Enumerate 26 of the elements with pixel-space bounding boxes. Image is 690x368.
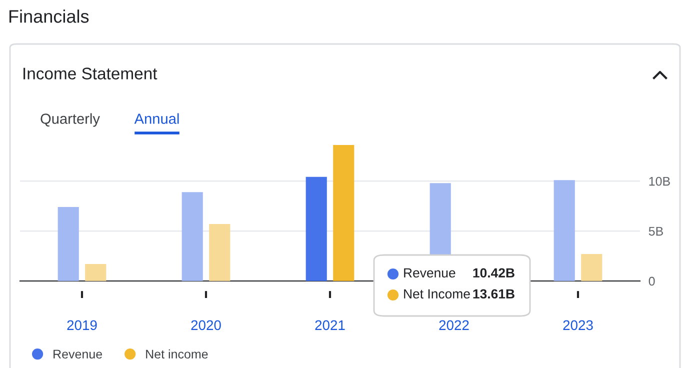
bar (182, 192, 203, 281)
x-tick-label: 2021 (315, 320, 345, 330)
x-tick-label: 2020 (191, 320, 221, 330)
x-tick-label: 2019 (67, 320, 97, 330)
x-tick-label: 2023 (563, 320, 593, 330)
x-tick-label: 2022 (439, 320, 469, 330)
annotation: Revenue (404, 268, 456, 278)
y-tick-label: 0 (648, 276, 655, 286)
bar (85, 264, 106, 281)
text: Quarterly (40, 113, 100, 127)
text: 13.61B (473, 289, 514, 299)
bar (209, 224, 230, 281)
legend-label: Net income (146, 349, 208, 359)
bar (333, 145, 354, 281)
bar (581, 254, 602, 281)
y-tick-label: 10B (649, 176, 670, 186)
legend-label: Revenue (54, 350, 102, 359)
bar (58, 207, 79, 281)
bar (554, 180, 575, 281)
y-tick-label: 5B (648, 226, 663, 236)
chart-subtitle: Income Statement (24, 68, 158, 80)
text: Annual (134, 113, 179, 124)
chart-title: Financials (9, 10, 89, 23)
bar (306, 176, 327, 281)
annotation: 10.42B (473, 268, 514, 278)
text: Net Income (404, 289, 470, 299)
